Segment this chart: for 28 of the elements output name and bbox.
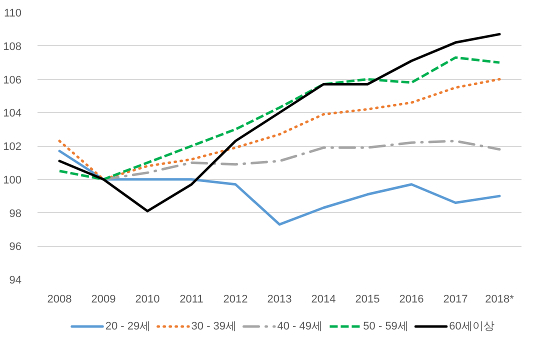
- x-tick-label: 2014: [311, 294, 336, 306]
- legend-label: 40 - 49세: [277, 320, 322, 332]
- y-tick-label: 94: [9, 274, 22, 286]
- y-tick-label: 96: [9, 241, 22, 254]
- legend-label: 20 - 29세: [105, 320, 151, 332]
- legend-label: 30 - 39세: [191, 320, 237, 332]
- x-tick-label: 2017: [443, 294, 468, 306]
- y-tick-label: 100: [3, 174, 22, 186]
- x-tick-label: 2018*: [485, 294, 515, 306]
- y-tick-label: 102: [3, 141, 22, 153]
- y-tick-label: 110: [4, 8, 22, 20]
- x-tick-label: 2015: [355, 294, 380, 306]
- x-tick-label: 2008: [47, 294, 72, 306]
- x-tick-label: 2012: [223, 294, 248, 306]
- line-series: [58, 150, 501, 226]
- legend-label: 60세이상: [449, 320, 494, 332]
- x-tick-label: 2009: [91, 294, 116, 306]
- y-tick-label: 108: [3, 40, 22, 53]
- legend-label: 50 - 59세: [363, 320, 408, 332]
- x-tick-label: 2011: [180, 294, 204, 306]
- y-tick-label: 106: [3, 74, 22, 86]
- x-tick-label: 2013: [267, 294, 292, 306]
- y-tick-label: 104: [3, 108, 22, 120]
- line-series: [58, 56, 501, 181]
- x-tick-label: 2010: [135, 294, 160, 306]
- x-tick-label: 2016: [399, 294, 424, 306]
- line-series: [58, 32, 501, 212]
- y-tick-label: 98: [9, 208, 22, 220]
